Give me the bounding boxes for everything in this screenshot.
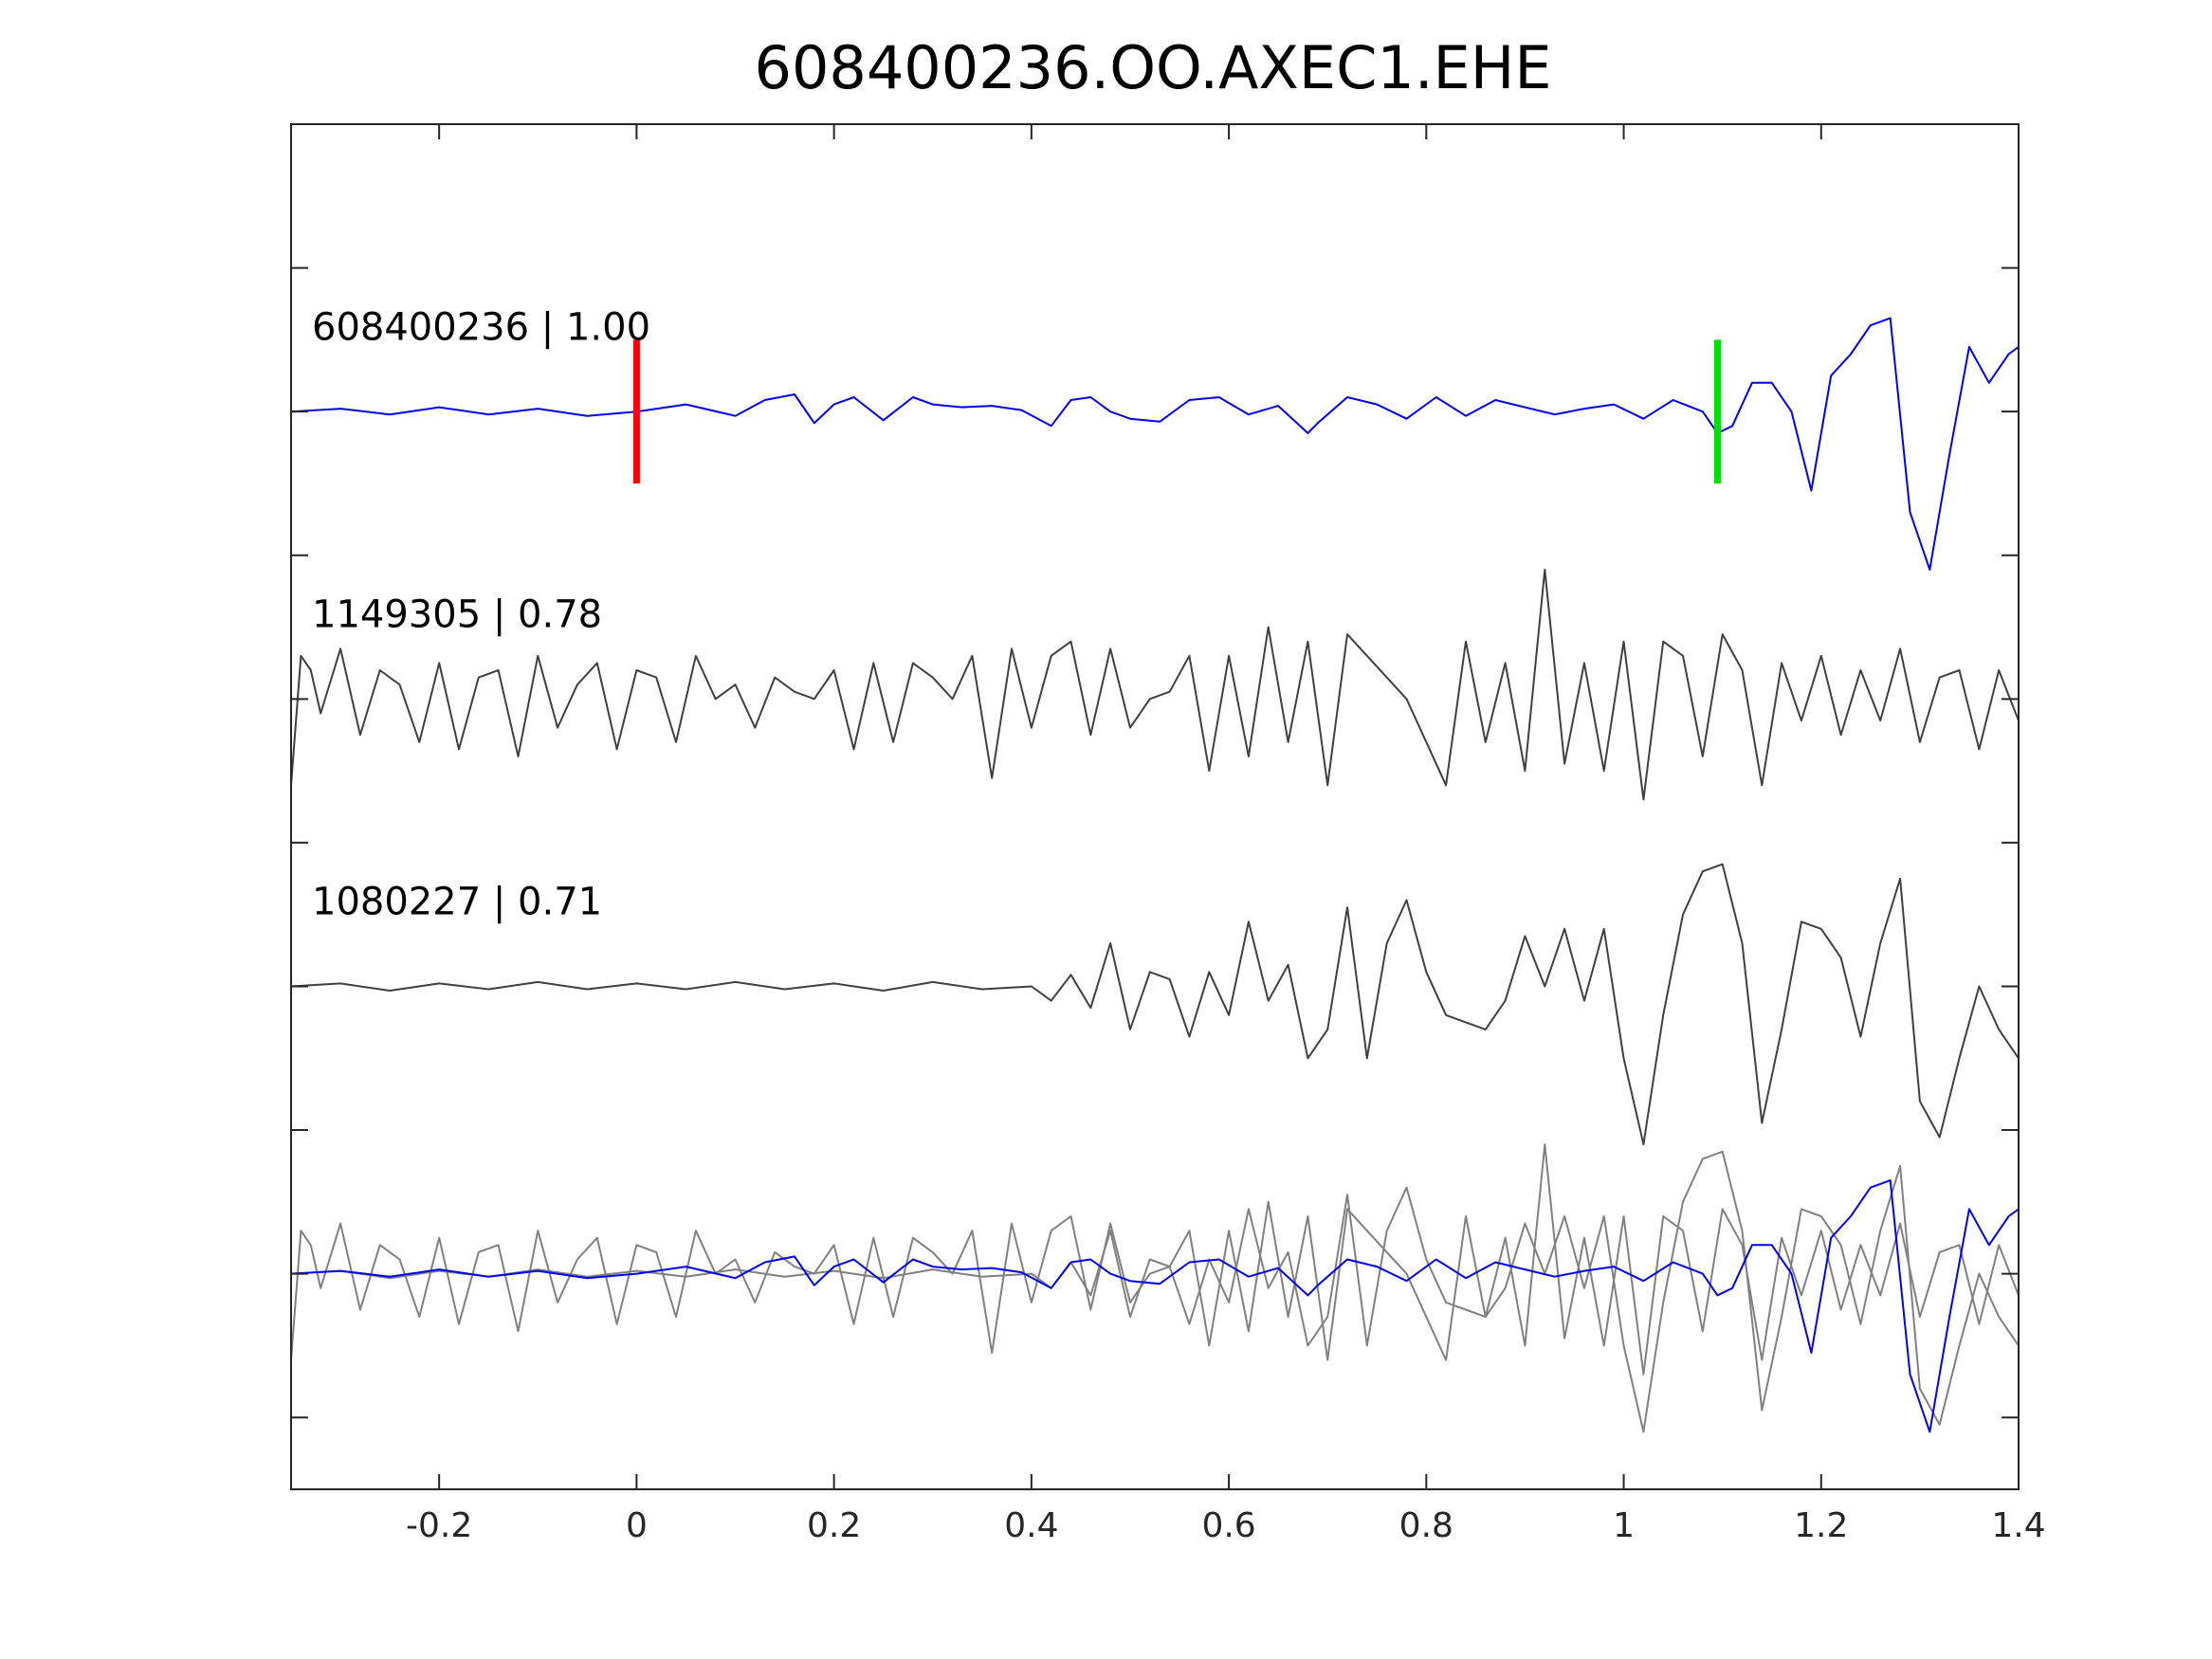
trace-label: 1149305 | 0.78 <box>312 593 602 637</box>
trace-line <box>290 317 2020 571</box>
x-tick-label: 0 <box>626 1506 648 1545</box>
x-tick-label: 0.6 <box>1201 1506 1255 1545</box>
trace-label: 1080227 | 0.71 <box>312 881 602 924</box>
trace-labels: 608400236 | 1.00 1149305 | 0.78 1080227 | … <box>312 305 650 923</box>
plot-area-frame <box>290 123 2020 1490</box>
overlay-trace-line <box>290 1143 2020 1376</box>
trace-line <box>290 568 2020 801</box>
x-tick-label: 0.4 <box>1004 1506 1058 1545</box>
x-tick-label: 1.4 <box>1991 1506 2045 1545</box>
traces-group <box>290 317 2020 1433</box>
x-tick-label: -0.2 <box>406 1506 472 1545</box>
chart-title: 608400236.OO.AXEC1.EHE <box>755 33 1552 102</box>
overlay-template-line <box>290 1179 2020 1433</box>
x-tick-label: 0.2 <box>807 1506 861 1545</box>
x-tick-label: 0.8 <box>1399 1506 1453 1545</box>
trace-line <box>290 863 2020 1146</box>
pick-markers <box>632 339 1721 483</box>
overlay-trace-line <box>290 1150 2020 1433</box>
axis-ticks: -0.2 0 0.2 0.4 0.6 0.8 1 1.2 1.4 <box>291 124 2046 1545</box>
x-tick-label: 1.2 <box>1794 1506 1848 1545</box>
x-tick-label: 1 <box>1613 1506 1635 1545</box>
trace-label: 608400236 | 1.00 <box>312 305 650 349</box>
